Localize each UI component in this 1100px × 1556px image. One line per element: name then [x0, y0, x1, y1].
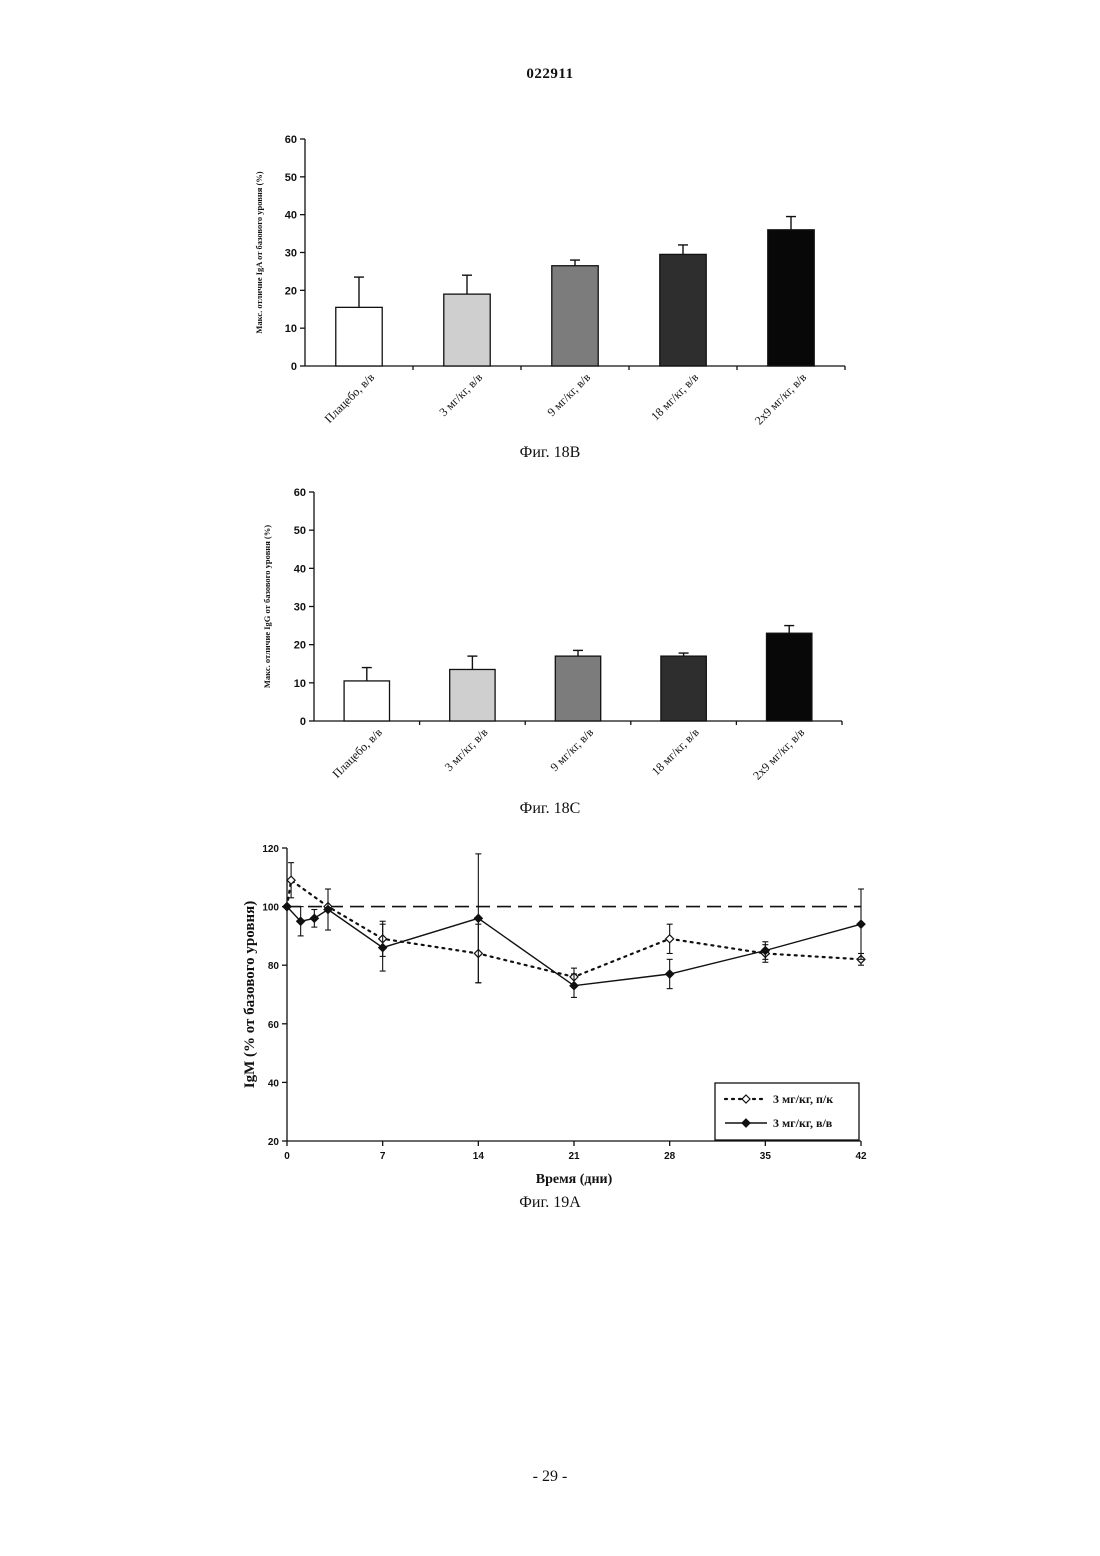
- igm-x-tick-label: 21: [568, 1151, 580, 1162]
- igm-x-tick-label: 7: [380, 1151, 386, 1162]
- igm-y-axis-label: IgM (% от базового уровня): [242, 901, 258, 1089]
- igm-iv-legend-label: 3 мг/кг, в/в: [773, 1116, 833, 1130]
- igm-sc-data-point: [666, 935, 674, 943]
- igm-iv-data-point: [310, 914, 318, 922]
- igm-y-tick-label: 100: [262, 903, 279, 914]
- igm-sc-series-line: [287, 880, 861, 977]
- igm-y-tick-label: 40: [268, 1078, 280, 1089]
- igm-iv-data-point: [666, 970, 674, 978]
- igm-y-tick-label: 120: [262, 844, 279, 855]
- igm-y-tick-label: 60: [268, 1020, 280, 1031]
- igm-iv-data-point: [857, 920, 865, 928]
- igm-x-tick-label: 42: [855, 1151, 867, 1162]
- figure-caption-19a: Фиг. 19А: [0, 1194, 1100, 1212]
- igm-x-tick-label: 14: [473, 1151, 485, 1162]
- igm-x-tick-label: 0: [284, 1151, 290, 1162]
- igm-y-tick-label: 80: [268, 961, 280, 972]
- igm-x-axis-label: Время (дни): [536, 1172, 613, 1187]
- page-number: - 29 -: [0, 1468, 1100, 1486]
- igm-x-tick-label: 28: [664, 1151, 676, 1162]
- igm-sc-legend-label: 3 мг/кг, п/к: [773, 1092, 833, 1106]
- igm-y-tick-label: 20: [268, 1137, 280, 1148]
- igm-x-tick-label: 35: [760, 1151, 772, 1162]
